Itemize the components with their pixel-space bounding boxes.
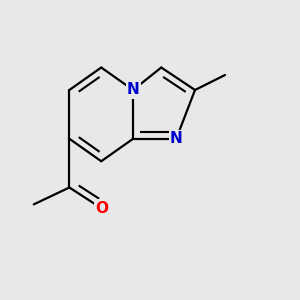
- Text: N: N: [127, 82, 140, 98]
- Text: N: N: [170, 131, 183, 146]
- Text: O: O: [95, 201, 108, 216]
